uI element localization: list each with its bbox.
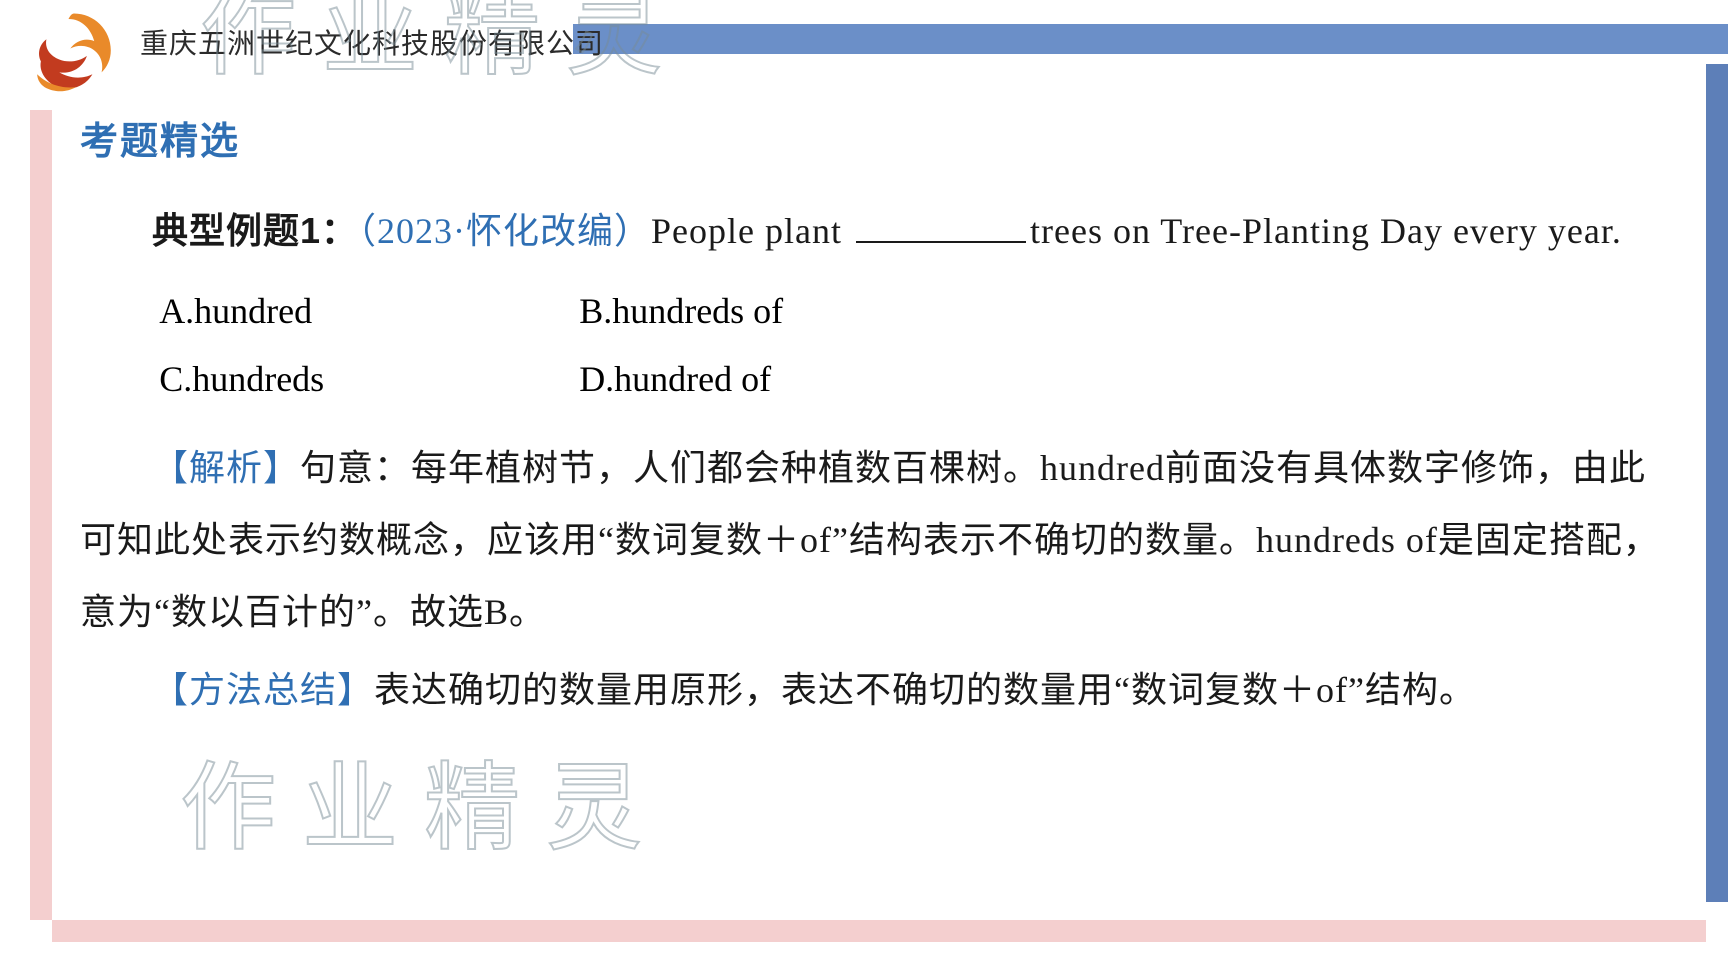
option-b: B.hundreds of <box>579 277 999 345</box>
left-pink-bar <box>30 110 52 920</box>
options-row-2: C.hundreds D.hundred of <box>159 345 1668 413</box>
question-source: （2023·怀化改编） <box>358 211 651 251</box>
question-stem: 典型例题1：（2023·怀化改编）People plant trees on T… <box>80 195 1668 267</box>
method-label: 【方法总结】 <box>152 670 374 710</box>
top-bar <box>573 24 1728 54</box>
bottom-pink-bar <box>52 920 1706 942</box>
options-block: A.hundred B.hundreds of C.hundreds D.hun… <box>80 277 1668 414</box>
question-label: 典型例题1： <box>152 210 358 251</box>
analysis-label: 【解析】 <box>152 448 300 488</box>
method-paragraph: 【方法总结】表达确切的数量用原形，表达不确切的数量用“数词复数＋of”结构。 <box>80 654 1668 726</box>
fill-blank <box>856 211 1026 243</box>
option-d: D.hundred of <box>579 345 999 413</box>
slide: 重庆五洲世纪文化科技股份有限公司 作业精灵 作业精灵 考题精选 典型例题1：（2… <box>0 0 1728 972</box>
analysis-paragraph: 【解析】句意：每年植树节，人们都会种植数百棵树。hundred前面没有具体数字修… <box>80 432 1668 648</box>
options-row-1: A.hundred B.hundreds of <box>159 277 1668 345</box>
company-logo-icon <box>28 8 120 100</box>
right-blue-bar <box>1706 64 1728 902</box>
analysis-text: 句意：每年植树节，人们都会种植数百棵树。hundred前面没有具体数字修饰，由此… <box>80 448 1660 632</box>
option-a: A.hundred <box>159 277 579 345</box>
stem-after: trees on Tree-Planting Day every year. <box>1030 211 1622 251</box>
content-area: 考题精选 典型例题1：（2023·怀化改编）People plant trees… <box>80 110 1668 902</box>
option-c: C.hundreds <box>159 345 579 413</box>
method-text: 表达确切的数量用原形，表达不确切的数量用“数词复数＋of”结构。 <box>374 670 1476 710</box>
section-title: 考题精选 <box>80 110 1668 165</box>
company-name: 重庆五洲世纪文化科技股份有限公司 <box>140 22 604 62</box>
stem-before: People plant <box>651 211 852 251</box>
